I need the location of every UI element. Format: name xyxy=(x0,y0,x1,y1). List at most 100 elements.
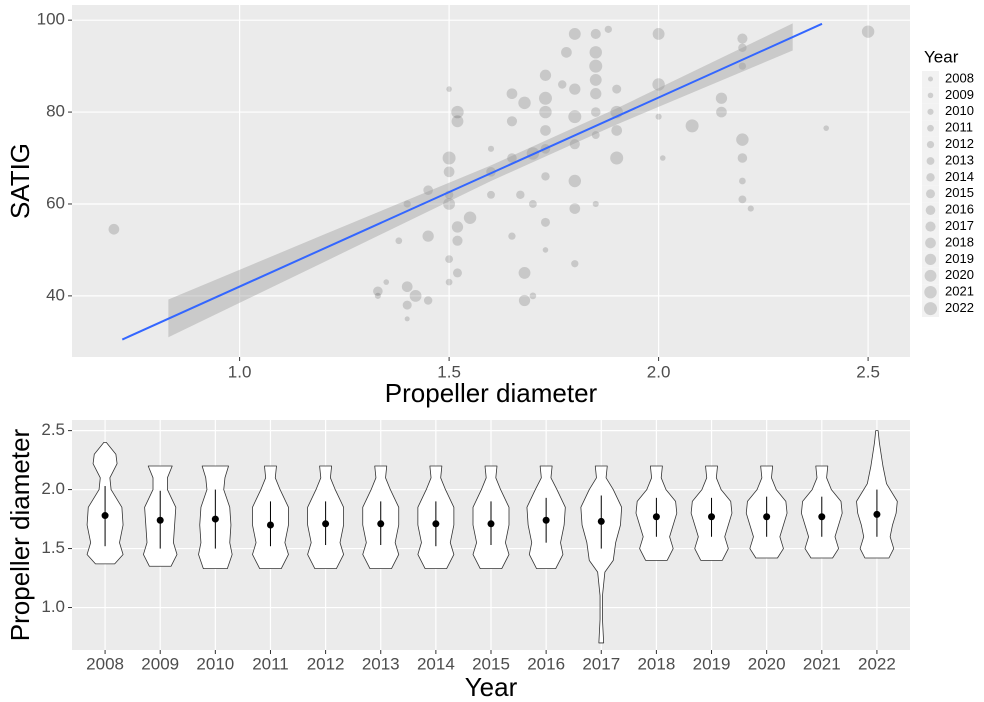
x-tick-label: 2.5 xyxy=(856,362,880,381)
point xyxy=(383,279,390,285)
x-tick-label: 2018 xyxy=(637,654,675,673)
legend-label: 2014 xyxy=(945,169,974,184)
point xyxy=(506,88,518,100)
x-tick-label: 2022 xyxy=(858,654,896,673)
point xyxy=(463,211,477,224)
point xyxy=(558,80,567,89)
legend-key xyxy=(922,267,939,285)
point xyxy=(569,139,580,150)
point xyxy=(590,28,601,40)
point xyxy=(738,43,747,52)
point xyxy=(715,92,728,104)
point xyxy=(610,151,624,165)
point xyxy=(739,177,746,185)
point xyxy=(589,73,602,86)
point xyxy=(568,174,582,188)
point xyxy=(604,25,612,33)
mean-point xyxy=(597,517,605,525)
x-tick-label: 2013 xyxy=(362,654,400,673)
legend-symbol xyxy=(925,237,936,249)
confidence-band xyxy=(168,23,793,338)
point xyxy=(423,296,433,305)
mean-point xyxy=(156,516,164,524)
point xyxy=(518,294,531,307)
point xyxy=(443,166,455,178)
mean-point xyxy=(763,513,771,521)
point xyxy=(861,25,875,38)
point xyxy=(404,316,410,322)
legend-label: 2017 xyxy=(945,218,974,233)
x-tick-label: 2010 xyxy=(196,654,234,673)
mean-point xyxy=(322,520,330,528)
point xyxy=(568,28,581,40)
y-tick-label: 80 xyxy=(46,102,65,121)
legend-label: 2022 xyxy=(945,300,974,315)
point xyxy=(660,155,666,161)
legend-key xyxy=(922,103,939,121)
legend-symbol xyxy=(925,221,936,232)
point xyxy=(655,113,662,120)
point xyxy=(108,223,120,235)
legend-symbol xyxy=(926,173,935,182)
y-tick-label: 1.5 xyxy=(41,538,65,557)
legend-key xyxy=(922,169,939,186)
point xyxy=(561,46,572,58)
legend-key xyxy=(922,120,939,137)
legend-symbol xyxy=(927,108,934,115)
point xyxy=(539,69,552,81)
mean-point xyxy=(708,513,716,521)
point xyxy=(451,221,464,233)
legend-symbol xyxy=(924,253,937,266)
point xyxy=(442,151,456,165)
point xyxy=(487,145,495,152)
mean-point xyxy=(652,513,660,521)
point xyxy=(737,153,748,163)
point xyxy=(395,237,403,245)
point xyxy=(443,198,456,210)
point xyxy=(611,125,623,136)
x-axis-title: Propeller diameter xyxy=(385,378,598,408)
point xyxy=(569,203,581,214)
point xyxy=(374,292,381,299)
point xyxy=(487,190,495,199)
point xyxy=(736,133,749,146)
legend-key xyxy=(922,185,939,203)
legend-label: 2019 xyxy=(945,251,974,266)
x-tick-label: 2014 xyxy=(417,654,455,673)
point xyxy=(506,116,518,127)
point xyxy=(542,247,549,253)
y-tick-label: 40 xyxy=(46,285,65,304)
point xyxy=(612,84,622,94)
point xyxy=(451,105,464,119)
legend-symbol xyxy=(924,302,937,316)
point xyxy=(507,153,517,163)
point xyxy=(528,200,537,208)
legend-label: 2016 xyxy=(945,202,974,217)
point xyxy=(541,172,550,181)
point xyxy=(569,83,581,95)
x-tick-label: 2017 xyxy=(582,654,620,673)
legend-key xyxy=(922,87,939,104)
legend-symbol xyxy=(926,140,935,149)
y-tick-label: 1.0 xyxy=(41,597,65,616)
mean-point xyxy=(266,521,274,529)
legend-key xyxy=(922,300,939,317)
point xyxy=(529,292,537,300)
point xyxy=(589,59,603,73)
x-tick-label: 2015 xyxy=(472,654,510,673)
x-tick-label: 2016 xyxy=(527,654,565,673)
point xyxy=(738,62,747,70)
point xyxy=(747,205,754,212)
legend-symbol xyxy=(926,189,935,199)
point xyxy=(591,131,600,139)
point xyxy=(592,200,599,208)
fit-line xyxy=(121,22,823,341)
point xyxy=(409,289,422,302)
y-tick-label: 2.5 xyxy=(41,420,65,439)
point xyxy=(508,232,516,240)
point xyxy=(451,115,464,128)
legend-label: 2012 xyxy=(945,136,974,151)
point xyxy=(422,230,434,242)
legend-symbol xyxy=(924,269,937,282)
